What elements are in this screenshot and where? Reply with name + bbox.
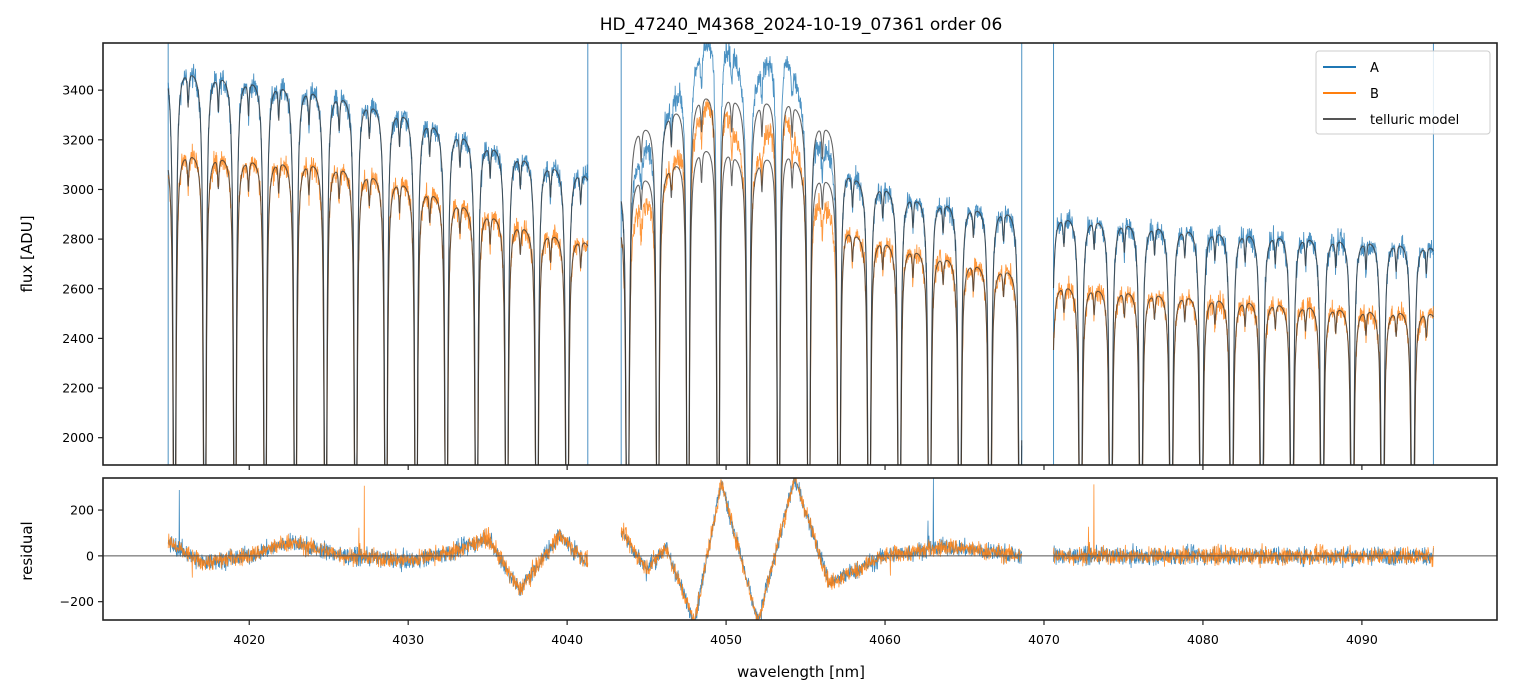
telluric-model-a-segment-0	[167, 75, 589, 465]
flux-y-tick-label: 3000	[62, 182, 94, 197]
flux-y-tick-label: 3400	[62, 83, 94, 98]
residual-series-b-segment-2	[1053, 484, 1434, 569]
legend-box	[1315, 50, 1491, 135]
residual-y-axis-label: residual	[18, 521, 36, 580]
residual-y-tick-label: 200	[70, 503, 94, 518]
residual-series-b-segment-0	[167, 485, 589, 596]
residual-series-b-segment-1	[620, 478, 1023, 620]
x-axis-label: wavelength [nm]	[737, 663, 865, 681]
residual-y-tick-label: 0	[86, 548, 94, 563]
x-tick-label: 4080	[1187, 632, 1219, 647]
telluric-model-a-segment-2	[1052, 219, 1434, 465]
x-tick-label: 4030	[392, 632, 424, 647]
flux-y-tick-label: 2800	[62, 232, 94, 247]
flux-y-tick-label: 3200	[62, 132, 94, 147]
flux-y-axis-label: flux [ADU]	[18, 215, 36, 292]
legend: A B telluric model	[1315, 50, 1491, 135]
legend-label-a: A	[1370, 61, 1379, 76]
residual-series-a-segment-0	[167, 489, 589, 596]
residual-panel: −200 0 200 4020 4030 4040 4050 4060 4070 4080 409…	[18, 477, 1498, 681]
telluric-model-a-segment-1	[620, 98, 1023, 465]
flux-y-tick-label: 2000	[62, 430, 94, 445]
residual-y-tick-label: −200	[60, 594, 94, 609]
telluric-model-b-segment-2	[1052, 288, 1434, 465]
flux-y-tick-label: 2400	[62, 331, 94, 346]
legend-label-b: B	[1370, 87, 1379, 102]
residual-axes-frame	[102, 477, 1498, 621]
flux-y-tick-label: 2200	[62, 381, 94, 396]
flux-series-a-segment-2	[1053, 209, 1434, 465]
x-tick-label: 4050	[710, 632, 742, 647]
flux-panel: 2000 2200 2400 2600 2800 3000 3200 3400 flux [A…	[18, 42, 1498, 470]
x-tick-label: 4060	[869, 632, 901, 647]
telluric-model-b-segment-1	[620, 151, 1020, 465]
x-tick-label: 4020	[233, 632, 265, 647]
flux-axes-frame	[102, 42, 1498, 466]
chart-title: HD_47240_M4368_2024-10-19_07361 order 06	[600, 15, 1003, 35]
flux-series-b-segment-0	[167, 143, 589, 465]
x-tick-label: 4090	[1346, 632, 1378, 647]
x-tick-label: 4040	[551, 632, 583, 647]
flux-y-tick-label: 2600	[62, 281, 94, 296]
telluric-model-b-segment-0	[167, 157, 589, 465]
x-tick-label: 4070	[1028, 632, 1060, 647]
legend-label-telluric: telluric model	[1370, 113, 1459, 128]
